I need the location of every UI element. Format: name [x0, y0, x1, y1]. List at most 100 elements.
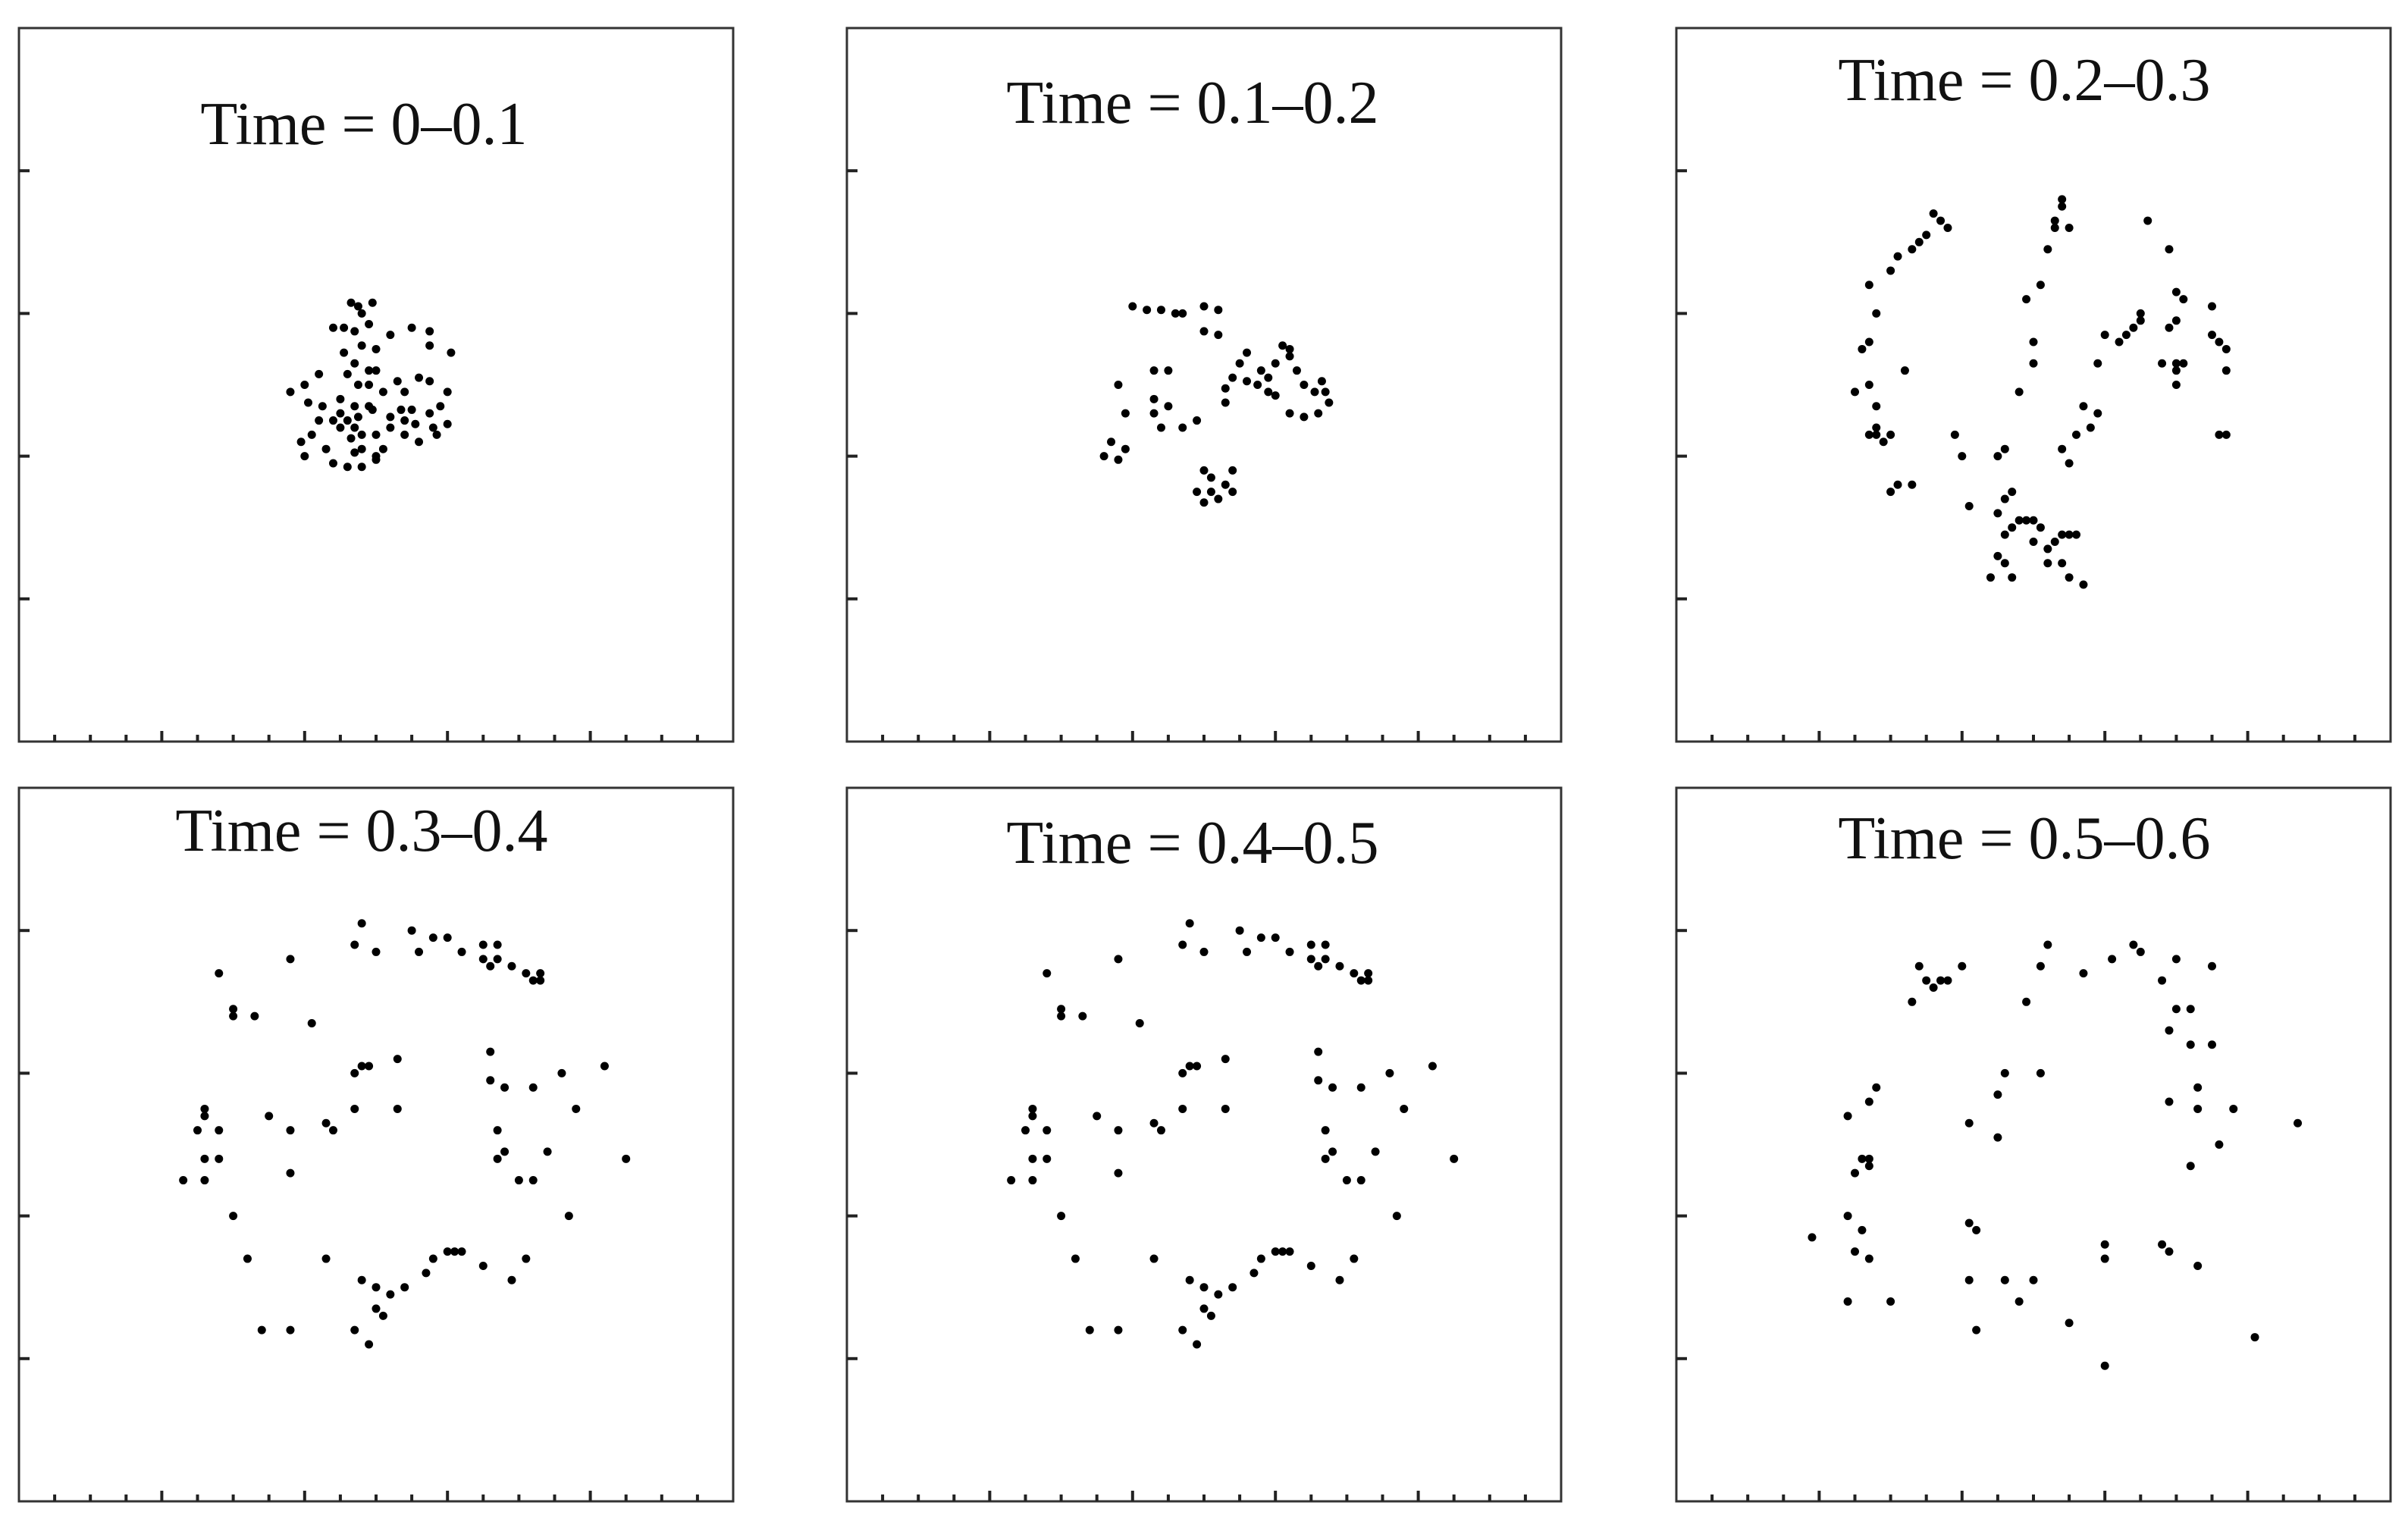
- scatter-point: [386, 423, 395, 432]
- scatter-point: [486, 1047, 495, 1056]
- panel-3-frame: [1675, 27, 2392, 743]
- scatter-point: [2058, 202, 2067, 211]
- scatter-point: [1243, 377, 1252, 386]
- scatter-point: [1149, 366, 1159, 375]
- scatter-point: [336, 394, 345, 403]
- scatter-point: [1228, 488, 1237, 497]
- scatter-point: [2171, 359, 2181, 368]
- scatter-point: [425, 327, 434, 336]
- panel-2-title: Time = 0.1–0.2: [1006, 70, 1378, 136]
- scatter-point: [1300, 412, 1309, 422]
- scatter-point: [436, 402, 445, 411]
- scatter-point: [1149, 1118, 1159, 1128]
- scatter-point: [1043, 1154, 1052, 1163]
- scatter-point: [200, 1176, 209, 1185]
- scatter-point: [564, 1212, 573, 1221]
- scatter-point: [357, 463, 366, 472]
- scatter-point: [1164, 366, 1173, 375]
- scatter-point: [1193, 416, 1202, 425]
- scatter-point: [1193, 488, 1202, 497]
- scatter-point: [1328, 1147, 1337, 1156]
- scatter-point: [2193, 1083, 2203, 1092]
- scatter-point: [2072, 430, 2081, 439]
- scatter-point: [1199, 302, 1209, 311]
- scatter-point: [1235, 926, 1244, 935]
- scatter-point: [378, 444, 387, 453]
- scatter-point: [1950, 430, 1959, 439]
- scatter-point: [2165, 1026, 2174, 1035]
- scatter-point: [243, 1254, 252, 1263]
- scatter-point: [400, 430, 409, 439]
- scatter-point: [1256, 933, 1265, 942]
- scatter-point: [1285, 344, 1294, 353]
- panel-1-ticks: [19, 169, 699, 742]
- scatter-point: [2100, 1254, 2109, 1263]
- scatter-point: [522, 1254, 531, 1263]
- scatter-point: [1321, 1154, 1330, 1163]
- scatter-point: [1364, 969, 1373, 978]
- scatter-point: [507, 961, 516, 971]
- panel-6-ticks: [1676, 929, 2356, 1501]
- scatter-point: [2022, 295, 2031, 304]
- scatter-point: [1235, 359, 1244, 368]
- scatter-point: [1206, 473, 1215, 482]
- scatter-point: [1886, 266, 1895, 275]
- scatter-point: [2221, 430, 2231, 439]
- scatter-point: [215, 1154, 224, 1163]
- scatter-point: [1071, 1254, 1080, 1263]
- scatter-point: [1164, 402, 1173, 411]
- scatter-point: [1028, 1112, 1037, 1121]
- scatter-point: [286, 955, 295, 964]
- scatter-point: [1879, 438, 1888, 447]
- scatter-point: [2008, 573, 2017, 582]
- scatter-point: [336, 409, 345, 418]
- scatter-point: [1314, 1047, 1323, 1056]
- panel-3-ticks: [1676, 169, 2356, 742]
- scatter-point: [450, 1247, 459, 1256]
- scatter-point: [600, 1062, 609, 1071]
- scatter-point: [1285, 409, 1294, 418]
- scatter-point: [2029, 337, 2038, 347]
- scatter-point: [372, 430, 381, 439]
- scatter-point: [2065, 530, 2074, 539]
- scatter-point: [2115, 337, 2124, 347]
- scatter-point: [265, 1112, 274, 1121]
- scatter-point: [1900, 366, 1909, 375]
- scatter-point: [1149, 409, 1159, 418]
- scatter-point: [2179, 359, 2188, 368]
- scatter-point: [1114, 381, 1123, 389]
- scatter-point: [1193, 1062, 1202, 1071]
- scatter-point: [2029, 1275, 2038, 1284]
- scatter-point: [2086, 423, 2095, 432]
- scatter-point: [1243, 348, 1252, 357]
- scatter-point: [1214, 306, 1223, 315]
- scatter-point: [2036, 1068, 2045, 1077]
- scatter-point: [1964, 1275, 1974, 1284]
- scatter-point: [2221, 366, 2231, 375]
- scatter-point: [2215, 337, 2224, 347]
- scatter-point: [1364, 976, 1373, 985]
- scatter-point: [2136, 316, 2145, 325]
- scatter-point: [428, 933, 437, 942]
- scatter-point: [1428, 1062, 1437, 1071]
- panel-3-title: Time = 0.2–0.3: [1838, 47, 2210, 114]
- panel-4-frame: [17, 786, 735, 1503]
- scatter-point: [365, 366, 374, 375]
- scatter-point: [179, 1176, 188, 1185]
- scatter-point: [486, 961, 495, 971]
- scatter-point: [1929, 983, 1938, 992]
- scatter-point: [350, 448, 359, 457]
- scatter-point: [1285, 947, 1294, 956]
- scatter-point: [1206, 488, 1215, 497]
- scatter-point: [350, 940, 359, 949]
- scatter-point: [500, 1083, 510, 1092]
- scatter-point: [1043, 969, 1052, 978]
- scatter-point: [1278, 341, 1287, 350]
- scatter-point: [2050, 538, 2059, 547]
- scatter-point: [1114, 1168, 1123, 1178]
- scatter-point: [1093, 1112, 1102, 1121]
- scatter-point: [1057, 1011, 1066, 1021]
- scatter-point: [2000, 530, 2009, 539]
- scatter-point: [1886, 488, 1895, 497]
